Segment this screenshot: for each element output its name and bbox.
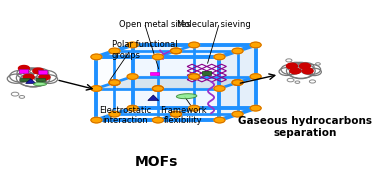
Circle shape [214, 117, 225, 123]
Circle shape [232, 80, 243, 85]
Polygon shape [148, 95, 159, 101]
Circle shape [152, 54, 163, 60]
Circle shape [214, 54, 225, 60]
Text: Polar functional
groups: Polar functional groups [112, 40, 177, 60]
Polygon shape [96, 57, 220, 120]
Circle shape [232, 80, 243, 85]
Circle shape [91, 86, 102, 91]
Circle shape [109, 80, 120, 85]
Circle shape [250, 42, 261, 48]
Polygon shape [220, 45, 256, 120]
Bar [20, 78, 30, 81]
Circle shape [109, 48, 120, 54]
Circle shape [127, 105, 138, 111]
Circle shape [109, 80, 120, 85]
Circle shape [232, 48, 243, 54]
Circle shape [301, 64, 321, 75]
Circle shape [127, 74, 138, 79]
Circle shape [189, 74, 200, 79]
Circle shape [39, 74, 50, 80]
Circle shape [19, 65, 29, 71]
Circle shape [23, 74, 34, 80]
Text: Framework
flexibility: Framework flexibility [160, 106, 207, 125]
Circle shape [287, 63, 297, 69]
Bar [202, 71, 211, 75]
Circle shape [290, 68, 301, 74]
Bar [20, 69, 28, 73]
Polygon shape [133, 45, 256, 108]
Polygon shape [96, 76, 256, 88]
Circle shape [281, 64, 301, 75]
Text: Electrostatic
interaction: Electrostatic interaction [99, 106, 152, 125]
Circle shape [127, 42, 138, 48]
Ellipse shape [177, 94, 197, 99]
Circle shape [109, 111, 120, 117]
Circle shape [152, 117, 163, 123]
Circle shape [91, 54, 102, 60]
Circle shape [41, 75, 57, 83]
Circle shape [152, 86, 163, 91]
Text: Gaseous hydrocarbons
separation: Gaseous hydrocarbons separation [238, 116, 372, 138]
Polygon shape [96, 45, 256, 57]
Circle shape [29, 68, 49, 79]
Bar [150, 72, 160, 75]
Circle shape [24, 68, 43, 78]
Text: MOFs: MOFs [135, 155, 178, 169]
Circle shape [287, 62, 305, 72]
Circle shape [297, 63, 314, 72]
Circle shape [33, 70, 57, 82]
Bar [36, 78, 45, 81]
Circle shape [279, 68, 294, 75]
Circle shape [189, 74, 200, 79]
Circle shape [307, 68, 321, 76]
Circle shape [214, 86, 225, 91]
Circle shape [91, 117, 102, 123]
Circle shape [33, 68, 44, 74]
Polygon shape [26, 79, 36, 83]
Circle shape [250, 105, 261, 111]
Circle shape [302, 68, 313, 74]
Circle shape [170, 48, 181, 54]
Text: Molecular sieving: Molecular sieving [177, 20, 251, 29]
Circle shape [170, 111, 181, 117]
Circle shape [250, 74, 261, 79]
Circle shape [287, 64, 315, 78]
Circle shape [189, 42, 200, 48]
Circle shape [170, 111, 181, 117]
Circle shape [7, 74, 25, 83]
Circle shape [20, 73, 46, 87]
Circle shape [289, 67, 312, 79]
Circle shape [16, 69, 50, 87]
Ellipse shape [34, 82, 46, 86]
Circle shape [170, 48, 181, 54]
Circle shape [189, 105, 200, 111]
Bar [38, 70, 47, 74]
Circle shape [152, 86, 163, 91]
Text: Open metal sites: Open metal sites [119, 20, 190, 29]
Circle shape [299, 63, 310, 69]
Circle shape [10, 70, 33, 82]
Circle shape [293, 62, 309, 71]
Circle shape [232, 111, 243, 117]
Circle shape [17, 68, 38, 79]
